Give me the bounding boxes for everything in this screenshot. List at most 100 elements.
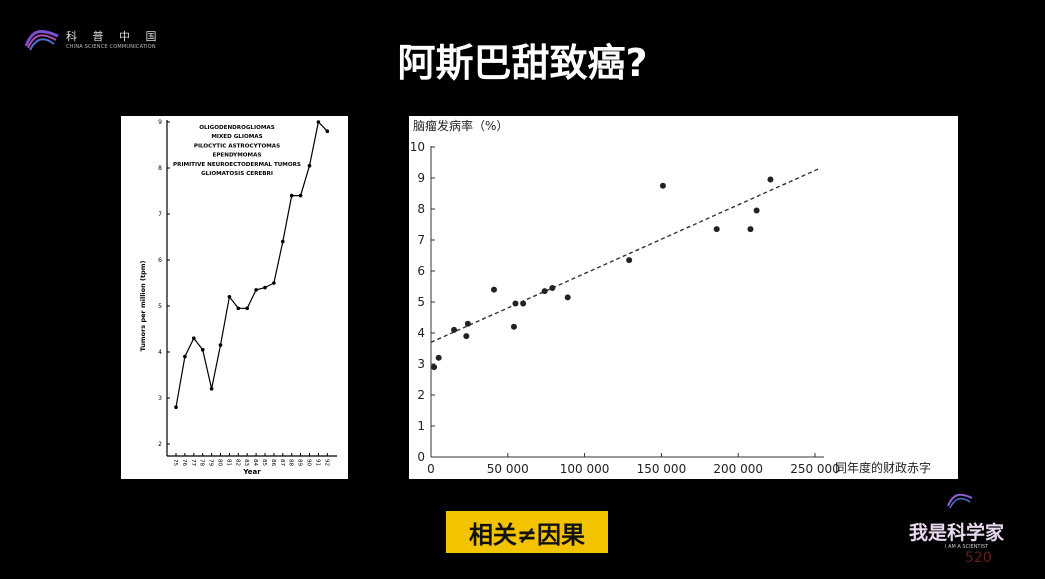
correlation-caption: 相关≠因果	[446, 511, 608, 553]
y-tick-label: 8	[417, 202, 425, 216]
data-point	[463, 333, 470, 340]
x-tick-label: 76	[181, 459, 187, 467]
y-tick-label: 9	[158, 119, 162, 126]
trend-line	[430, 168, 820, 343]
data-point	[325, 129, 330, 133]
data-point	[564, 294, 571, 301]
x-tick-label: 85	[261, 459, 267, 467]
y-tick-label: 6	[158, 257, 162, 264]
x-tick-label: 200 000	[713, 462, 763, 476]
x-tick-label: 92	[323, 459, 329, 466]
watermark-number: 520	[965, 550, 992, 566]
data-point	[767, 176, 774, 183]
y-tick-label: 8	[158, 165, 162, 172]
data-point	[659, 182, 666, 189]
y-tick-label: 3	[158, 395, 162, 402]
wave-logo-icon	[947, 493, 973, 509]
x-tick-label: 86	[270, 459, 276, 467]
y-tick-label: 10	[410, 140, 425, 154]
x-tick-label: 82	[234, 459, 240, 466]
data-point	[435, 354, 442, 361]
data-point	[200, 347, 205, 352]
data-point	[464, 320, 471, 327]
watermark-title: 我是科学家	[909, 522, 1005, 544]
data-point	[512, 300, 519, 307]
deficit-scatter-chart: 脑瘤发病率（%） 0 1 2 3 4 5 6 7 8 9 10 0 50 000 100 000 150 …	[409, 116, 958, 479]
x-tick-label: 80	[217, 459, 223, 467]
data-point	[747, 226, 754, 233]
x-tick-label: 89	[297, 459, 303, 467]
data-point	[520, 300, 527, 307]
x-tick-label: 91	[314, 459, 320, 467]
legend-line: GLIOMATOSIS CEREBRI	[201, 171, 273, 177]
y-tick-label: 7	[417, 233, 425, 247]
logo-en-text: CHINA SCIENCE COMMUNICATION	[66, 44, 156, 50]
x-tick-label: 88	[288, 459, 294, 467]
x-tick-label: 100 000	[560, 462, 610, 476]
data-point	[753, 207, 760, 214]
data-point	[254, 288, 258, 292]
data-point	[272, 281, 276, 285]
data-point	[289, 193, 294, 198]
wave-logo-icon	[24, 29, 59, 51]
y-tick-label: 4	[417, 326, 425, 340]
legend-line: PILOCYTIC ASTROCYTOMAS	[194, 143, 280, 149]
y-tick-label: 3	[417, 357, 425, 371]
legend-line: EPENDYMOMAS	[213, 153, 262, 159]
y-tick-label: 6	[417, 264, 425, 278]
y-tick-label: 4	[158, 349, 162, 356]
data-point	[316, 120, 321, 124]
data-point	[263, 285, 267, 290]
y-tick-label: 2	[417, 388, 425, 402]
x-tick-label: 87	[279, 459, 285, 467]
data-point	[281, 239, 285, 244]
x-tick-label: 50 000	[487, 462, 529, 476]
legend-line: PRIMITIVE NEUROECTODERMAL TUMORS	[173, 162, 301, 168]
data-point	[451, 326, 458, 333]
data-point	[626, 257, 633, 264]
x-axis-label: Year	[242, 468, 261, 476]
legend-line: MIXED GLIOMAS	[211, 134, 262, 140]
data-point	[245, 306, 249, 311]
data-point	[236, 306, 241, 311]
y-tick-label: 1	[417, 419, 425, 433]
y-tick-label: 5	[417, 295, 425, 309]
x-tick-label: 79	[208, 459, 214, 467]
data-point	[490, 286, 497, 293]
scientist-watermark: 我是科学家 I AM A SCIENTIST 520	[905, 488, 1035, 570]
x-tick-label: 0	[427, 462, 435, 476]
y-axis-label: Tumors per million (tpm)	[139, 260, 147, 351]
data-point	[298, 193, 303, 198]
x-tick-label: 81	[225, 459, 231, 467]
x-tick-label: 78	[199, 459, 205, 467]
legend-line: OLIGODENDROGLIOMAS	[199, 125, 275, 131]
x-tick-label: 75	[172, 459, 178, 467]
data-point	[510, 323, 517, 330]
data-point	[431, 364, 438, 371]
data-point	[192, 336, 196, 340]
data-point	[183, 354, 187, 359]
x-axis-label: 同年度的财政赤字	[835, 460, 931, 475]
data-point	[174, 405, 178, 410]
x-tick-label: 77	[190, 459, 196, 467]
data-point	[541, 288, 548, 295]
data-point	[713, 226, 720, 233]
tumor-trend-chart: OLIGODENDROGLIOMAS MIXED GLIOMAS PILOCYTIC…	[121, 116, 348, 479]
x-tick-label: 83	[243, 459, 249, 467]
data-point	[307, 163, 312, 168]
x-tick-label: 90	[306, 459, 312, 467]
series-line	[175, 120, 328, 408]
watermark-subtitle: I AM A SCIENTIST	[945, 544, 989, 550]
logo-cn-text: 科 普 中 国	[66, 30, 163, 43]
y-tick-label: 9	[417, 171, 425, 185]
y-tick-label: 5	[158, 303, 162, 310]
data-point	[549, 285, 556, 292]
slide-title: 阿斯巴甜致癌?	[397, 41, 648, 85]
x-tick-label: 250 000	[790, 462, 840, 476]
data-point	[227, 295, 232, 299]
x-tick-label: 84	[252, 459, 258, 467]
y-axis-label: 脑瘤发病率（%）	[413, 118, 508, 133]
data-point	[218, 343, 223, 347]
y-tick-label: 0	[417, 450, 425, 464]
y-tick-label: 7	[158, 211, 162, 218]
